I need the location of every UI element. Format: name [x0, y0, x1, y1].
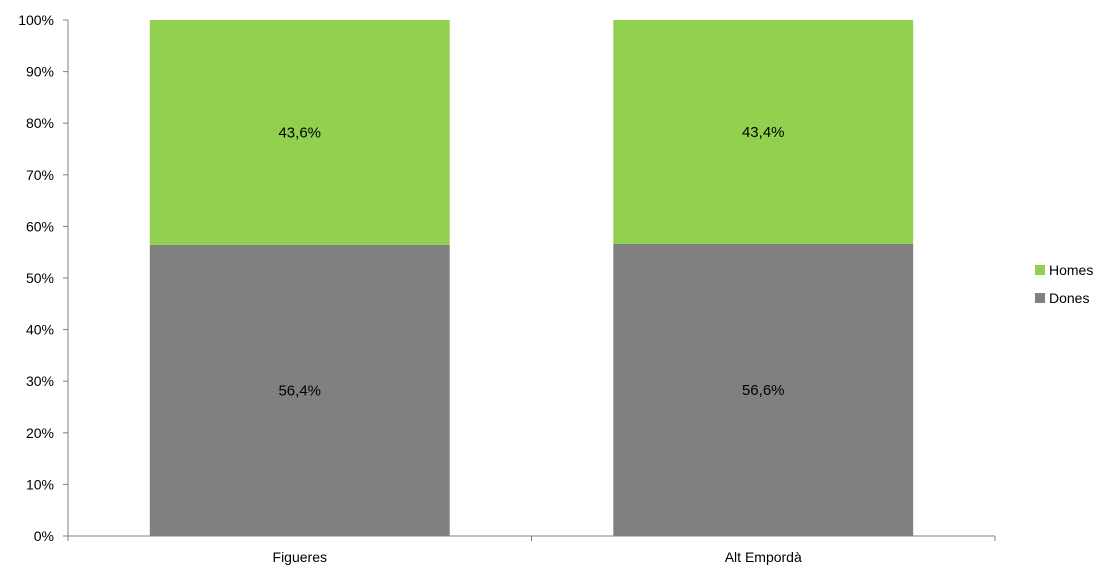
bar-segment-dones [613, 243, 914, 536]
y-tick-label: 40% [26, 322, 54, 338]
legend-swatch-homes [1035, 265, 1045, 275]
data-label: 56,6% [742, 382, 785, 399]
x-tick-label: Alt Empordà [725, 549, 802, 565]
data-label: 56,4% [278, 382, 321, 399]
y-tick-label: 10% [26, 476, 54, 492]
y-tick-label: 50% [26, 270, 54, 286]
y-tick-label: 70% [26, 167, 54, 183]
legend-label-dones: Dones [1049, 290, 1089, 306]
data-label: 43,4% [742, 124, 785, 141]
data-label: 43,6% [278, 124, 321, 141]
legend-label-homes: Homes [1049, 262, 1093, 278]
y-tick-label: 20% [26, 425, 54, 441]
y-tick-label: 60% [26, 218, 54, 234]
y-tick-label: 90% [26, 64, 54, 80]
y-tick-label: 80% [26, 115, 54, 131]
x-axis: Figueres Alt Empordà [67, 535, 996, 565]
y-axis: 0% 10% 20% 30% 40% 50% 60% 70% 80% 90% 100% [18, 12, 69, 544]
bar-segment-homes [613, 20, 914, 244]
data-labels: 56,4% 43,6% 56,6% 43,4% [278, 124, 784, 400]
legend: Homes Dones [1035, 262, 1093, 306]
bar-segment-homes [149, 20, 450, 245]
y-tick-label: 0% [34, 528, 54, 544]
y-tick-label: 100% [18, 12, 54, 28]
x-tick-label: Figueres [273, 549, 327, 565]
y-tick-label: 30% [26, 373, 54, 389]
legend-swatch-dones [1035, 293, 1045, 303]
bars [149, 20, 914, 536]
bar-segment-dones [149, 244, 450, 536]
